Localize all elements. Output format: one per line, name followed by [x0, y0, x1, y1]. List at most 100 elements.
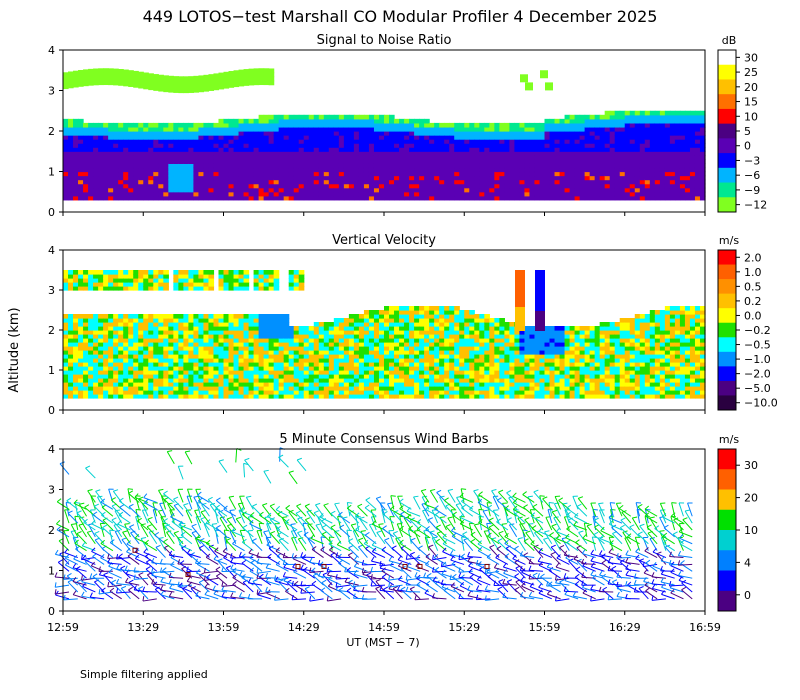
w-cell: [469, 354, 475, 359]
w-cell: [173, 382, 179, 387]
snr-cell: [373, 151, 380, 156]
w-cell: [143, 370, 149, 375]
w-cell: [459, 362, 465, 367]
snr-cell: [534, 155, 541, 160]
w-cell: [273, 318, 280, 323]
w-cell: [373, 366, 380, 371]
w-cell: [163, 318, 169, 323]
snr-cell: [664, 122, 671, 128]
snr-cell: [173, 175, 179, 181]
w-cell: [419, 362, 425, 367]
w-cell: [103, 342, 109, 347]
snr-cell: [363, 131, 370, 136]
w-cell: [148, 374, 154, 379]
w-cell: [333, 322, 340, 327]
snr-cell: [664, 183, 671, 189]
w-cell: [313, 374, 320, 379]
w-cell: [258, 270, 265, 275]
w-cell: [313, 354, 320, 359]
snr-cell: [173, 122, 179, 128]
w-cell: [153, 318, 159, 323]
w-cell: [188, 318, 195, 323]
snr-cell: [429, 191, 435, 197]
w-cell: [188, 394, 195, 399]
w-cell: [394, 326, 400, 331]
snr-cell: [414, 139, 420, 144]
w-cell: [303, 342, 310, 347]
snr-cell: [223, 191, 230, 197]
snr-cell: [694, 147, 701, 152]
snr-cell: [384, 175, 390, 181]
snr-cell: [133, 83, 139, 88]
snr-cell: [634, 187, 641, 193]
snr-cell: [589, 147, 596, 152]
snr-cell: [469, 155, 475, 160]
snr-cell: [223, 195, 230, 201]
snr-cell: [213, 191, 220, 197]
w-cell: [504, 374, 510, 379]
snr-cell: [679, 155, 686, 160]
snr-cell: [664, 143, 671, 148]
snr-cell: [353, 175, 360, 181]
w-cell: [348, 362, 355, 367]
w-cell: [389, 342, 395, 347]
w-cell: [128, 350, 134, 355]
snr-cell: [243, 118, 250, 124]
snr-cell: [664, 195, 671, 201]
snr-cell: [78, 143, 84, 148]
w-cell: [293, 350, 300, 355]
snr-cell: [313, 175, 320, 181]
snr-cell: [549, 191, 556, 197]
snr-cell: [243, 131, 250, 136]
snr-cell: [674, 191, 681, 197]
w-cell: [173, 354, 179, 359]
w-cell: [399, 374, 405, 379]
snr-cell: [649, 183, 656, 189]
snr-cell: [233, 143, 240, 148]
w-cell: [233, 386, 240, 391]
w-cell: [153, 314, 159, 319]
w-cell: [489, 338, 495, 343]
snr-cell: [223, 118, 230, 124]
snr-cell: [639, 191, 646, 197]
snr-cell: [449, 195, 455, 201]
snr-cell: [68, 79, 74, 85]
snr-cell: [263, 195, 270, 201]
w-cell: [138, 366, 144, 371]
w-cell: [183, 378, 189, 383]
snr-cell: [424, 155, 430, 160]
snr-cell: [644, 110, 651, 116]
snr-cell: [163, 131, 169, 136]
w-cell: [429, 334, 435, 339]
snr-cell: [689, 167, 696, 173]
snr-cell: [684, 122, 691, 128]
snr-cell: [489, 131, 495, 136]
w-cell: [128, 354, 134, 359]
snr-cell: [273, 175, 280, 181]
snr-cell: [183, 151, 189, 156]
w-cell: [233, 314, 240, 319]
snr-cell: [288, 122, 295, 128]
snr-cell: [143, 195, 149, 201]
snr-cell: [273, 135, 280, 140]
snr-cell: [133, 70, 139, 76]
snr-cell: [168, 195, 174, 201]
w-cell: [414, 382, 420, 387]
snr-cell: [233, 175, 240, 181]
w-cell: [434, 346, 440, 351]
snr-cell: [494, 191, 500, 197]
snr-cell: [619, 131, 626, 136]
snr-cell: [384, 163, 390, 169]
w-cell: [203, 278, 210, 283]
w-cell: [464, 342, 470, 347]
w-cell: [153, 390, 159, 395]
w-cell: [283, 390, 290, 395]
w-cell: [419, 386, 425, 391]
snr-cell: [208, 151, 215, 156]
w-cell: [328, 326, 335, 331]
w-cell: [218, 334, 225, 339]
w-cell: [138, 278, 144, 283]
w-cell: [524, 386, 531, 391]
snr-cell: [404, 131, 410, 136]
snr-cell: [429, 171, 435, 177]
